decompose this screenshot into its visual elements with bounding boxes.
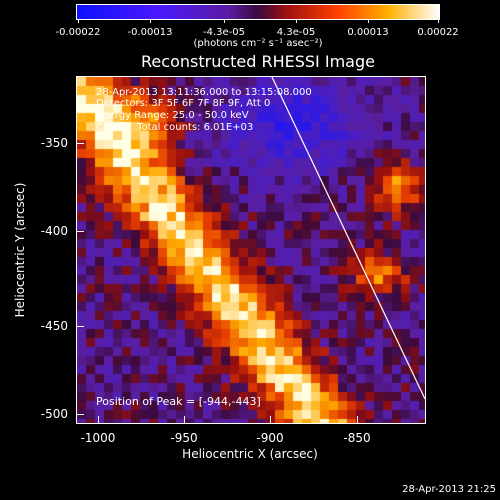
colorbar-tick-label: -4.3e-05: [203, 27, 245, 38]
info-time: 28-Apr-2013 13:11:36.000 to 13:15:08.000: [96, 87, 312, 98]
colorbar-tick-mark: [296, 19, 297, 23]
timestamp: 28-Apr-2013 21:25: [402, 484, 496, 495]
colorbar-tick-label: -0.00013: [127, 27, 173, 38]
colorbar: [76, 4, 440, 20]
colorbar-tick-mark: [78, 19, 79, 23]
info-detectors: Detectors: 3F 5F 6F 7F 8F 9F, Att 0: [96, 98, 271, 109]
colorbar-tick-label: 4.3e-05: [276, 27, 316, 38]
y-tick-label: -350: [40, 136, 68, 150]
y-tick-mark: [76, 143, 84, 144]
y-tick-mark: [76, 326, 84, 327]
x-tick-mark: [98, 416, 99, 424]
info-energy: Energy Range: 25.0 - 50.0 keV: [96, 110, 249, 121]
colorbar-tick-label: -0.00022: [55, 27, 101, 38]
colorbar-tick-mark: [224, 19, 225, 23]
colorbar-tick-label: 0.00013: [347, 27, 389, 38]
colorbar-units: (photons cm⁻² s⁻¹ asec⁻²): [193, 38, 323, 49]
x-tick-label: -850: [343, 431, 371, 445]
y-tick-mark: [76, 414, 84, 415]
colorbar-tick-mark: [368, 19, 369, 23]
colorbar-tick-mark: [438, 19, 439, 23]
rhessi-image: [77, 77, 425, 423]
x-axis-label: Heliocentric X (arcsec): [182, 447, 318, 461]
x-tick-mark: [184, 416, 185, 424]
info-clean: Clean Total counts: 6.01E+03: [96, 122, 254, 133]
limb-line: [271, 77, 425, 400]
y-tick-label: -400: [40, 224, 68, 238]
x-tick-label: -950: [170, 431, 198, 445]
page-title: Reconstructed RHESSI Image: [141, 52, 375, 71]
y-axis-label: Heliocentric Y (arcsec): [13, 182, 27, 318]
x-tick-label: -1000: [80, 431, 116, 445]
colorbar-tick-mark: [150, 19, 151, 23]
y-tick-label: -500: [40, 407, 68, 421]
y-tick-label: -450: [40, 319, 68, 333]
x-tick-mark: [357, 416, 358, 424]
image-panel: [76, 76, 426, 424]
colorbar-tick-label: 0.00022: [417, 27, 459, 38]
y-tick-mark: [76, 231, 84, 232]
info-peak: Position of Peak = [-944,-443]: [96, 395, 261, 408]
x-tick-mark: [270, 416, 271, 424]
x-tick-label: -900: [256, 431, 284, 445]
